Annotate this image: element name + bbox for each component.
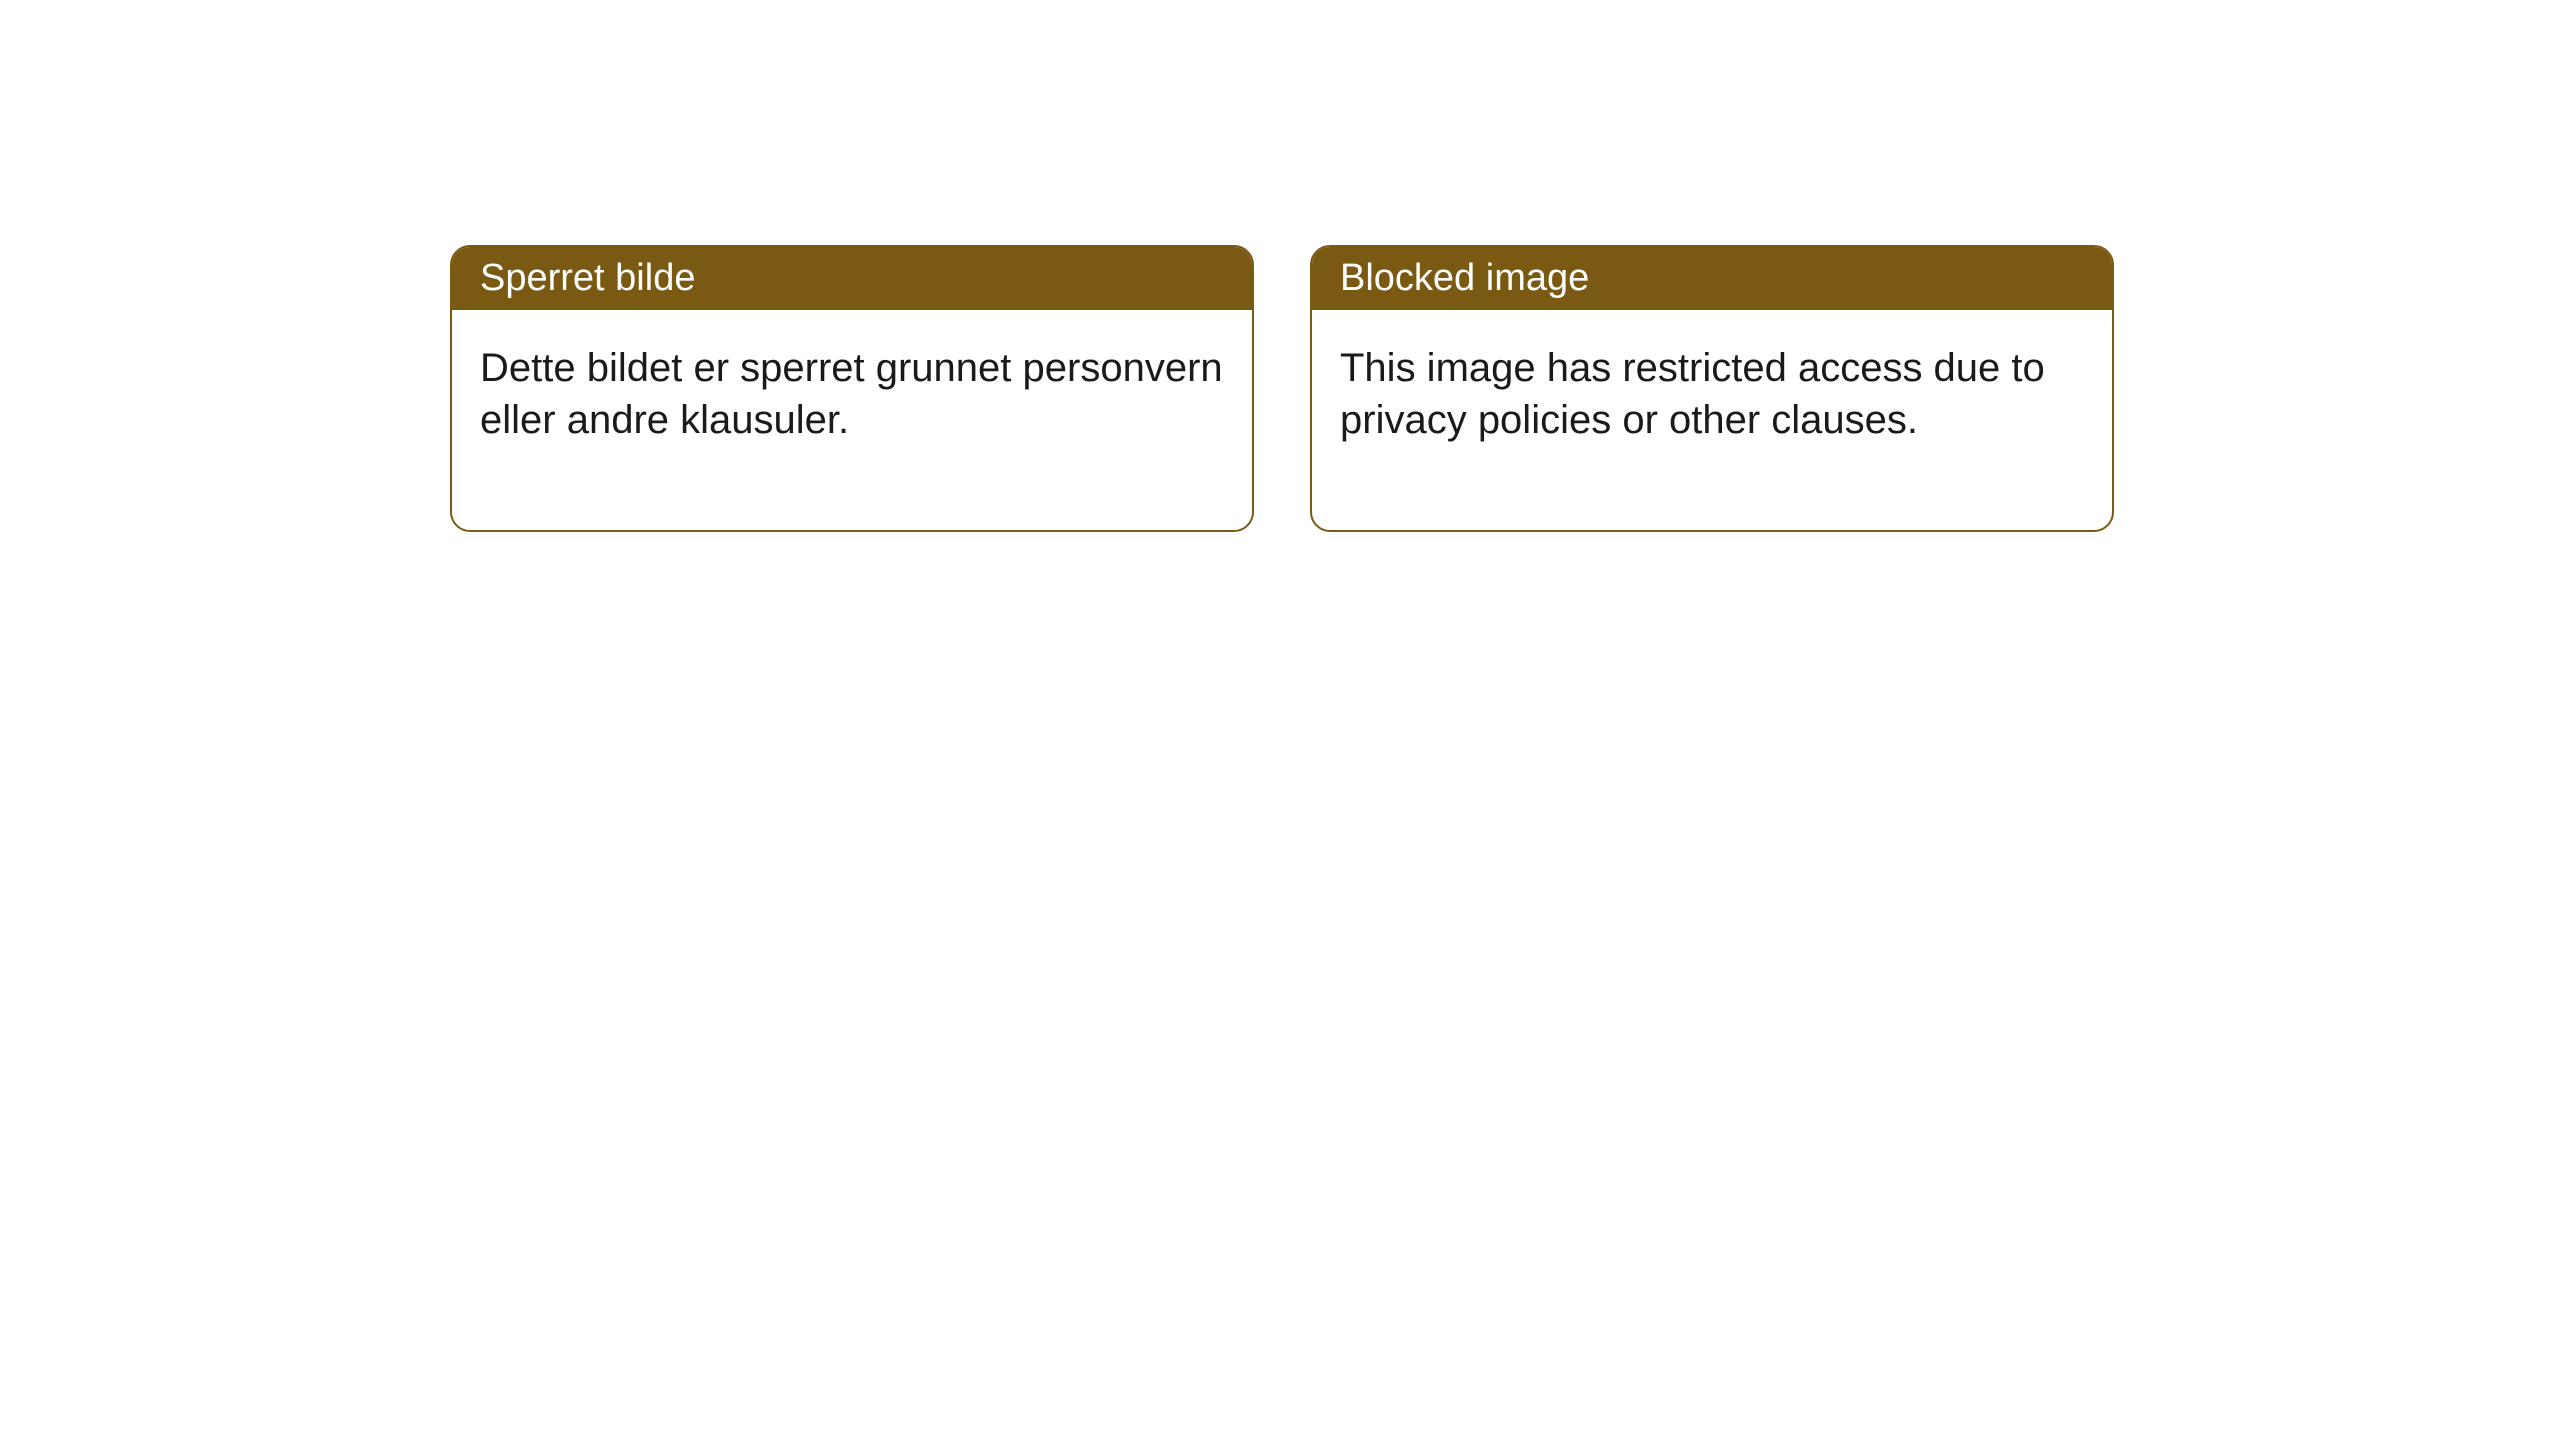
- notice-card-container: Sperret bilde Dette bildet er sperret gr…: [450, 245, 2114, 532]
- notice-header: Sperret bilde: [452, 247, 1252, 310]
- notice-title: Sperret bilde: [480, 257, 695, 299]
- notice-body: This image has restricted access due to …: [1312, 310, 2112, 530]
- notice-body: Dette bildet er sperret grunnet personve…: [452, 310, 1252, 530]
- notice-card-english: Blocked image This image has restricted …: [1310, 245, 2114, 532]
- notice-message: Dette bildet er sperret grunnet personve…: [480, 346, 1223, 442]
- notice-header: Blocked image: [1312, 247, 2112, 310]
- notice-card-norwegian: Sperret bilde Dette bildet er sperret gr…: [450, 245, 1254, 532]
- notice-message: This image has restricted access due to …: [1340, 346, 2045, 442]
- notice-title: Blocked image: [1340, 257, 1589, 299]
